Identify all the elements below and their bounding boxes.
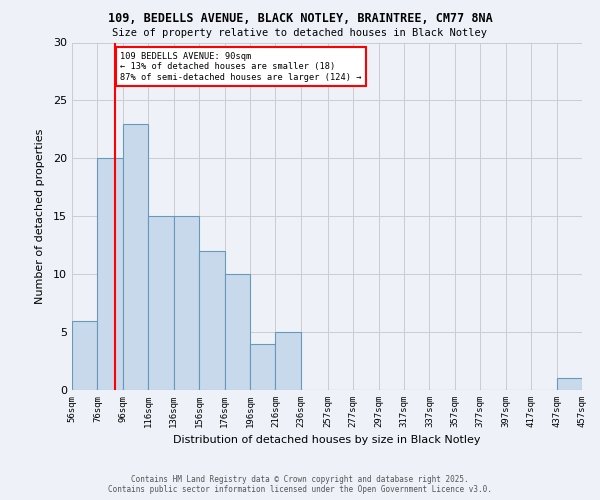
X-axis label: Distribution of detached houses by size in Black Notley: Distribution of detached houses by size … [173,436,481,446]
Bar [275,332,301,390]
Text: 109 BEDELLS AVENUE: 90sqm
← 13% of detached houses are smaller (18)
87% of semi-: 109 BEDELLS AVENUE: 90sqm ← 13% of detac… [121,52,362,82]
Bar [123,124,148,390]
Bar [199,251,224,390]
Bar [250,344,275,390]
Text: Contains HM Land Registry data © Crown copyright and database right 2025.
Contai: Contains HM Land Registry data © Crown c… [108,474,492,494]
Text: 109, BEDELLS AVENUE, BLACK NOTLEY, BRAINTREE, CM77 8NA: 109, BEDELLS AVENUE, BLACK NOTLEY, BRAIN… [107,12,493,26]
Bar [174,216,199,390]
Bar [148,216,174,390]
Bar [224,274,250,390]
Bar [72,320,97,390]
Bar [97,158,123,390]
Text: Size of property relative to detached houses in Black Notley: Size of property relative to detached ho… [113,28,487,38]
Y-axis label: Number of detached properties: Number of detached properties [35,128,44,304]
Bar [557,378,582,390]
